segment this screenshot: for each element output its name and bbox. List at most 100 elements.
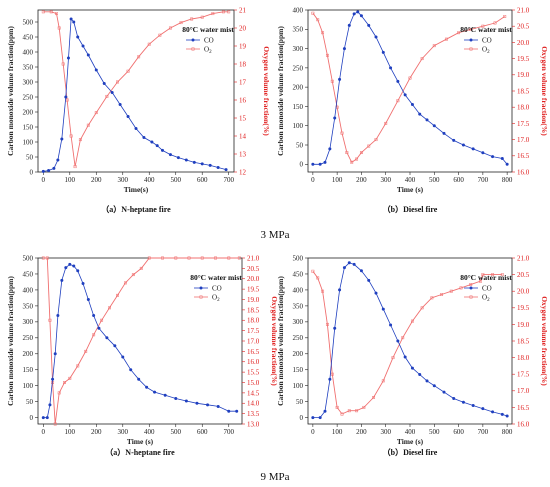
o2-series-line	[43, 11, 229, 167]
y-tick-label: 450	[23, 33, 34, 41]
x-tick-label: 500	[429, 428, 440, 436]
co-point	[418, 373, 422, 377]
co-point	[76, 269, 80, 273]
co-point	[367, 278, 371, 282]
co-point	[505, 414, 509, 418]
o2-point	[330, 79, 334, 83]
y-tick-label: 450	[23, 270, 34, 278]
o2-point	[147, 42, 151, 46]
x-tick-label: 600	[453, 176, 464, 184]
o2-point	[321, 289, 325, 293]
o2-point	[116, 293, 119, 297]
co-point	[110, 91, 114, 94]
co-point	[235, 409, 239, 413]
co-point	[52, 166, 56, 170]
o2-point	[76, 364, 80, 368]
y2-tick-label: 19.5	[517, 55, 530, 63]
x-axis-label: Time (s)	[397, 185, 424, 194]
o2-point	[123, 281, 127, 285]
o2-point	[92, 333, 96, 337]
y2-tick-label: 17.5	[247, 327, 260, 335]
panel-caption: （a）N-heptane fire	[101, 204, 171, 214]
co-point	[311, 416, 315, 420]
y-tick-label: 350	[23, 63, 34, 71]
co-point	[150, 140, 154, 144]
co-point	[452, 396, 456, 400]
annotation-label: 80°C water mist	[460, 273, 512, 282]
co-point	[53, 352, 57, 356]
co-point	[48, 403, 52, 407]
y-tick-label: 200	[23, 108, 34, 116]
o2-point	[340, 131, 344, 135]
o2-point	[325, 322, 329, 326]
co-point	[97, 326, 101, 330]
o2-point	[48, 318, 52, 322]
o2-point	[187, 256, 191, 260]
o2-point	[131, 273, 135, 277]
co-point	[64, 266, 68, 270]
y2-tick-label: 16.5	[517, 404, 530, 412]
o2-point	[420, 57, 424, 61]
y-tick-label: 500	[23, 18, 34, 26]
co-point	[126, 115, 130, 118]
co-point	[227, 409, 231, 413]
o2-point	[381, 379, 385, 383]
co-point	[328, 147, 332, 151]
x-axis-label: Time (s)	[397, 437, 424, 446]
x-tick-label: 600	[197, 176, 208, 184]
x-tick-label: 300	[118, 428, 129, 436]
co-point	[338, 288, 342, 292]
y2-tick-label: 12	[239, 168, 247, 176]
o2-point	[457, 31, 461, 35]
co-point	[86, 298, 90, 301]
o2-point	[478, 279, 482, 283]
o2-point	[55, 12, 58, 16]
y2-tick-label: 14.0	[247, 400, 260, 408]
o2-point	[347, 409, 351, 413]
co-point	[442, 131, 446, 135]
x-tick-label: 400	[144, 176, 155, 184]
o2-point	[316, 18, 320, 22]
o2-point	[69, 134, 73, 138]
legend-co-label: CO	[204, 37, 214, 45]
o2-point	[41, 256, 45, 260]
x-tick-label: 200	[91, 176, 102, 184]
y2-tick-label: 14.5	[247, 389, 260, 397]
y-axis-label: Carbon monoxide volume fraction(ppm)	[6, 26, 15, 156]
y2-tick-label: 19.5	[247, 286, 260, 294]
y2-tick-label: 20.5	[247, 265, 260, 273]
x-tick-label: 300	[380, 176, 391, 184]
co-point	[208, 163, 212, 167]
co-point	[155, 144, 159, 148]
y2-tick-label: 20.5	[517, 271, 530, 279]
y2-tick-label: 17.0	[517, 136, 530, 144]
o2-point	[94, 111, 98, 115]
co-point	[142, 136, 146, 139]
y-tick-label: 50	[26, 153, 34, 161]
y2-tick-label: 16	[239, 96, 247, 104]
co-point	[442, 390, 446, 394]
o2-point	[440, 293, 444, 296]
o2-point	[108, 306, 111, 310]
legend-o2-label: O2	[212, 294, 220, 304]
y2-tick-label: 21.0	[517, 6, 530, 14]
y-tick-label: 350	[293, 26, 304, 34]
co-point	[410, 366, 414, 370]
o2-point	[469, 27, 473, 31]
y-tick-label: 200	[293, 350, 304, 358]
y2-tick-label: 19.0	[517, 71, 530, 79]
co-point	[64, 95, 68, 99]
y-tick-label: 150	[23, 123, 34, 131]
o2-point	[78, 138, 82, 142]
o2-point	[391, 356, 395, 360]
legend-o2-label: O2	[482, 46, 490, 56]
co-point	[86, 53, 90, 57]
co-point	[311, 162, 315, 166]
y-tick-label: 150	[293, 103, 304, 111]
o2-point	[396, 99, 400, 103]
o2-point	[200, 15, 204, 19]
y-tick-label: 250	[293, 334, 304, 342]
legend-o2-marker	[191, 47, 195, 51]
o2-point	[237, 256, 241, 260]
